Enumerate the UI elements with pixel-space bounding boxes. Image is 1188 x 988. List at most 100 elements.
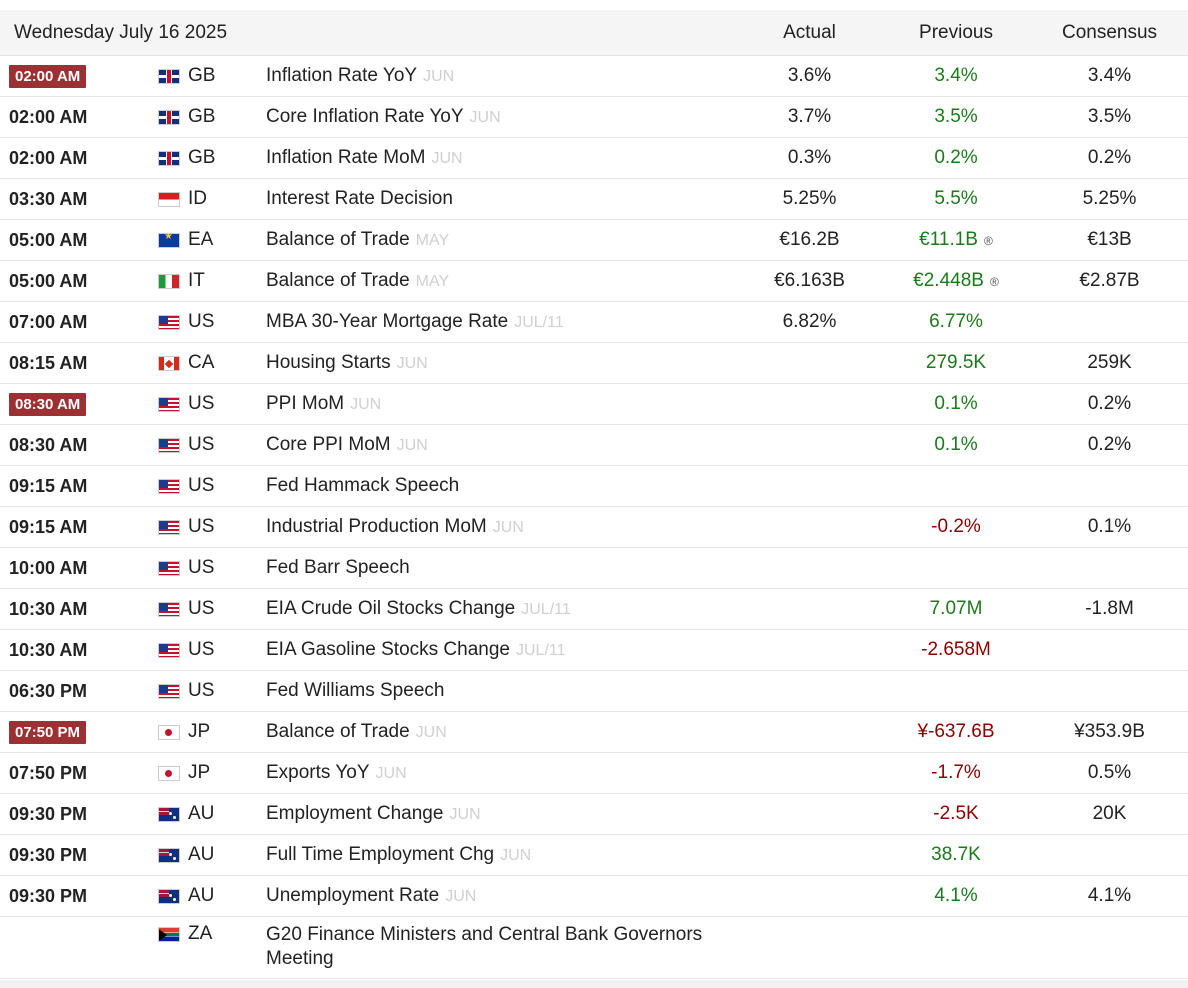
calendar-header: Wednesday July 16 2025 Actual Previous C… xyxy=(0,10,1188,56)
table-row[interactable]: 05:00 AM EA Balance of Trade MAY €16.2B €11.1… xyxy=(0,220,1188,261)
reference-period: JUN xyxy=(415,723,447,741)
table-row[interactable]: 09:30 PM AU Full Time Employment Chg JUN 38.… xyxy=(0,835,1188,876)
event-name[interactable]: Core PPI MoM xyxy=(266,433,391,455)
event-cell: Employment Change JUN xyxy=(266,802,738,827)
time-text: 07:50 PM xyxy=(9,762,88,783)
table-row[interactable]: 10:30 AM US EIA Gasoline Stocks Change JUL/… xyxy=(0,630,1188,671)
country-code[interactable]: AU xyxy=(188,885,215,906)
revised-icon[interactable]: ® xyxy=(989,275,999,289)
country-code[interactable]: GB xyxy=(188,106,216,127)
previous-cell: 5.5% xyxy=(881,188,1031,210)
event-name[interactable]: Full Time Employment Chg xyxy=(266,843,495,865)
country-code[interactable]: AU xyxy=(188,803,215,824)
actual-column-header[interactable]: Actual xyxy=(783,21,836,43)
previous-value: -2.5K xyxy=(933,803,979,824)
table-row[interactable]: 08:15 AM CA Housing Starts JUN 279.5K 259K xyxy=(0,343,1188,384)
reference-period: JUN xyxy=(449,805,481,823)
event-time: 02:00 AM xyxy=(0,148,158,169)
table-row[interactable]: 03:30 AM ID Interest Rate Decision 5.25% 5.5… xyxy=(0,179,1188,220)
table-row[interactable]: 08:30 AM US PPI MoM JUN 0.1% 0.2% xyxy=(0,384,1188,425)
reference-period: JUN xyxy=(350,395,382,413)
event-name[interactable]: Balance of Trade xyxy=(266,720,410,742)
event-name[interactable]: Balance of Trade xyxy=(266,269,410,291)
calendar-rows: 02:00 AM GB Inflation Rate YoY JUN 3.6% 3.4% 3… xyxy=(0,56,1188,979)
country-code[interactable]: US xyxy=(188,598,215,619)
table-row[interactable]: 05:00 AM IT Balance of Trade MAY €6.163B €2.4… xyxy=(0,261,1188,302)
previous-cell: €11.1B ® xyxy=(881,229,1031,251)
country-code[interactable]: EA xyxy=(188,229,214,250)
country-code[interactable]: GB xyxy=(188,147,216,168)
table-row[interactable]: 02:00 AM GB Core Inflation Rate YoY JUN 3.7%… xyxy=(0,97,1188,138)
event-name[interactable]: Fed Barr Speech xyxy=(266,557,410,578)
table-row[interactable]: 06:30 PM US Fed Williams Speech xyxy=(0,671,1188,712)
table-row[interactable]: 08:30 AM US Core PPI MoM JUN 0.1% 0.2% xyxy=(0,425,1188,466)
event-name[interactable]: Interest Rate Decision xyxy=(266,188,453,209)
event-name[interactable]: PPI MoM xyxy=(266,392,345,414)
table-row[interactable]: 07:00 AM US MBA 30-Year Mortgage Rate JUL/1… xyxy=(0,302,1188,343)
event-cell: PPI MoM JUN xyxy=(266,392,738,417)
event-cell: Balance of Trade MAY xyxy=(266,269,738,294)
country-code[interactable]: US xyxy=(188,639,215,660)
consensus-column-header[interactable]: Consensus xyxy=(1061,21,1158,43)
table-row[interactable]: 07:50 PM JP Exports YoY JUN -1.7% 0.5% xyxy=(0,753,1188,794)
event-time: 09:15 AM xyxy=(0,517,158,538)
revised-icon[interactable]: ® xyxy=(983,234,993,248)
country-code[interactable]: JP xyxy=(188,762,211,783)
event-name[interactable]: Fed Hammack Speech xyxy=(266,475,460,496)
previous-column-header[interactable]: Previous xyxy=(919,21,993,43)
previous-value: -1.7% xyxy=(931,762,981,783)
table-row[interactable]: 02:00 AM GB Inflation Rate MoM JUN 0.3% 0.2% 0… xyxy=(0,138,1188,179)
event-name[interactable]: Employment Change xyxy=(266,802,444,824)
event-cell: EIA Gasoline Stocks Change JUL/11 xyxy=(266,638,738,663)
table-row[interactable]: 02:00 AM GB Inflation Rate YoY JUN 3.6% 3.4% 3… xyxy=(0,56,1188,97)
table-row[interactable]: 09:30 PM AU Employment Change JUN -2.5K 20K xyxy=(0,794,1188,835)
time-text: 07:00 AM xyxy=(9,311,88,332)
event-cell: Full Time Employment Chg JUN xyxy=(266,843,738,868)
country-code[interactable]: IT xyxy=(188,270,205,291)
country-code[interactable]: AU xyxy=(188,844,215,865)
table-row[interactable]: ZA G20 Finance Ministers and Central Bank… xyxy=(0,917,1188,979)
country-code[interactable]: CA xyxy=(188,352,215,373)
event-name[interactable]: MBA 30-Year Mortgage Rate xyxy=(266,310,509,332)
country-code[interactable]: US xyxy=(188,434,215,455)
country-code[interactable]: US xyxy=(188,516,215,537)
consensus-value: 0.2% xyxy=(1087,393,1132,414)
event-name[interactable]: Fed Williams Speech xyxy=(266,680,445,701)
country-code[interactable]: ZA xyxy=(188,923,213,944)
reference-period: JUL/11 xyxy=(521,600,571,618)
table-row[interactable]: 10:00 AM US Fed Barr Speech xyxy=(0,548,1188,589)
event-name[interactable]: Inflation Rate MoM xyxy=(266,146,426,168)
flag-us-icon xyxy=(158,396,180,412)
table-row[interactable]: 09:30 PM AU Unemployment Rate JUN 4.1% 4.1% xyxy=(0,876,1188,917)
table-row[interactable]: 10:30 AM US EIA Crude Oil Stocks Change JUL… xyxy=(0,589,1188,630)
event-name[interactable]: Core Inflation Rate YoY xyxy=(266,105,464,127)
event-name[interactable]: Inflation Rate YoY xyxy=(266,64,418,86)
flag-za-icon xyxy=(158,926,180,942)
previous-cell: -2.658M xyxy=(881,639,1031,661)
event-name[interactable]: Industrial Production MoM xyxy=(266,515,487,537)
table-row[interactable]: 09:15 AM US Industrial Production MoM JUN -0… xyxy=(0,507,1188,548)
country-code[interactable]: US xyxy=(188,393,215,414)
country-code[interactable]: US xyxy=(188,475,215,496)
country-code[interactable]: GB xyxy=(188,65,216,86)
event-name[interactable]: Balance of Trade xyxy=(266,228,410,250)
country-code[interactable]: ID xyxy=(188,188,207,209)
event-name[interactable]: EIA Crude Oil Stocks Change xyxy=(266,597,516,619)
event-name[interactable]: G20 Finance Ministers and Central Bank G… xyxy=(266,924,703,969)
event-time: 03:30 AM xyxy=(0,189,158,210)
country-code[interactable]: US xyxy=(188,557,215,578)
country-code[interactable]: JP xyxy=(188,721,211,742)
event-name[interactable]: Exports YoY xyxy=(266,761,370,783)
reference-period: JUN xyxy=(396,354,428,372)
country-code[interactable]: US xyxy=(188,680,215,701)
flag-us-icon xyxy=(158,478,180,494)
event-name[interactable]: Unemployment Rate xyxy=(266,884,440,906)
country-code[interactable]: US xyxy=(188,311,215,332)
reference-period: JUN xyxy=(445,887,477,905)
table-row[interactable]: 07:50 PM JP Balance of Trade JUN ¥-637.6B ¥35… xyxy=(0,712,1188,753)
event-name[interactable]: Housing Starts xyxy=(266,351,391,373)
event-name[interactable]: EIA Gasoline Stocks Change xyxy=(266,638,510,660)
country-cell: US xyxy=(158,475,266,497)
table-row[interactable]: 09:15 AM US Fed Hammack Speech xyxy=(0,466,1188,507)
country-cell: GB xyxy=(158,106,266,128)
